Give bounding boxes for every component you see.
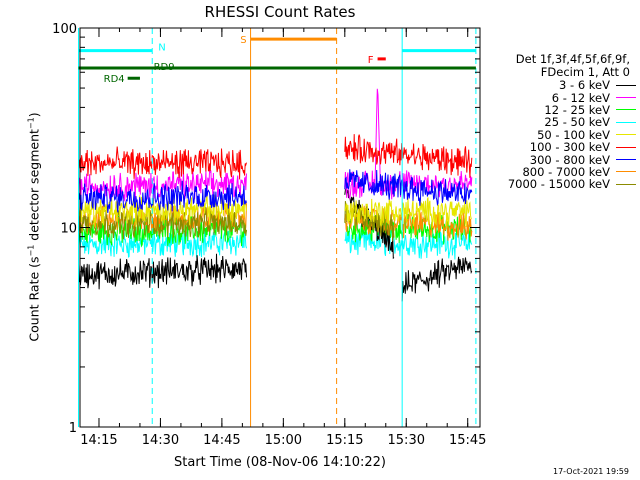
legend-label: 300 - 800 keV [529,152,610,167]
x-tick-label: 15:45 [449,433,486,448]
x-tick-label: 15:00 [265,433,302,448]
data-layer [78,88,473,302]
legend-label: 7000 - 15000 keV [507,177,610,192]
legend-label: 3 - 6 keV [559,78,610,93]
legend-label: 12 - 25 keV [544,102,610,117]
legend-label: 25 - 50 keV [544,115,610,130]
flag-label-n: N [158,43,165,54]
legend-label: 800 - 7000 keV [522,164,610,179]
chart-title: RHESSI Count Rates [204,3,356,21]
timestamp: 17-Oct-2021 19:59 [553,467,629,476]
legend-swatch [616,134,636,136]
y-axis-label-mid: detector segment [26,129,42,245]
legend-item-800-7000-kev: 800 - 7000 keV [486,164,636,179]
series-line-50-100-kev-1 [344,197,473,228]
legend-swatch [616,159,636,161]
series-line-100-300-kev-1 [344,134,473,178]
legend-swatch [616,97,636,99]
legend-swatch [616,84,636,86]
y-axis-label-suffix: ) [26,112,42,118]
x-tick-label: 14:15 [80,433,117,448]
y-tick-label: 1 [69,421,77,436]
y-tick-label: 10 [60,222,77,237]
series-line-7000-15000-kev-0 [78,207,247,240]
legend-item-300-800-kev: 300 - 800 keV [486,152,636,167]
series-line-100-300-kev-0 [78,146,247,180]
legend-header-2: FDecim 1, Att 0 [540,65,630,79]
legend-item-12-25-kev: 12 - 25 keV [486,102,636,117]
x-tick-label: 15:30 [388,433,425,448]
x-axis-label: Start Time (08-Nov-06 14:10:22) [174,455,386,470]
y-axis-label-prefix: Count Rate (s [26,256,42,342]
legend-item-25-50-kev: 25 - 50 keV [486,115,636,130]
flag-label-f: F [368,55,374,66]
series-line-6-12-kev-0 [78,168,247,202]
y-tick-label: 100 [52,22,77,37]
y-axis-label: Count Rate (s−1 detector segment−1) [26,112,41,341]
x-tick-label: 15:15 [326,433,363,448]
legend-header-1: Det 1f,3f,4f,5f,6f,9f, [515,52,630,66]
legend-rows: 3 - 6 keV 6 - 12 keV 12 - 25 keV 25 - 50 ke… [486,78,636,192]
legend-item-50-100-kev: 50 - 100 keV [486,127,636,142]
legend-swatch [616,171,636,173]
legend-item-3-6-kev: 3 - 6 keV [486,78,636,93]
legend-swatch [616,146,636,148]
axis-layer: 14:15 14:30 14:45 15:00 15:15 15:30 15:45 1 10 10… [52,22,486,448]
flag-label-s: S [240,35,246,46]
legend-label: 6 - 12 keV [551,90,610,105]
legend-item-6-12-kev: 6 - 12 keV [486,90,636,105]
legend-item-7000-15000-kev: 7000 - 15000 keV [486,177,636,192]
y-axis-label-sup2: −1 [26,117,36,130]
legend-label: 50 - 100 keV [537,127,610,142]
legend-swatch [616,121,636,123]
flag-label-rd4: RD4 [104,74,125,85]
series-line-50-100-kev-0 [78,193,247,227]
legend-label: 100 - 300 keV [529,140,610,155]
overlay-layer: N S F RD9 RD4 [77,28,477,427]
series-line-3-6-kev-0 [78,253,247,290]
legend-item-100-300-kev: 100 - 300 keV [486,140,636,155]
legend-swatch [616,109,636,111]
series-line-3-6-kev-2 [401,256,473,302]
series-line-3-6-kev-1 [344,185,395,260]
flag-label-rd9: RD9 [154,62,175,73]
series-line-300-800-kev-0 [78,180,247,213]
legend: Det 1f,3f,4f,5f,6f,9f, FDecim 1, Att 0 3… [486,53,636,191]
series-line-300-800-kev-1 [344,169,473,207]
x-tick-label: 14:30 [142,433,179,448]
x-tick-label: 14:45 [203,433,240,448]
y-axis-label-sup: −1 [26,244,36,257]
legend-swatch [616,183,636,185]
series-line-25-50-kev-1 [344,225,473,260]
series-line-7000-15000-kev-1 [344,201,395,242]
